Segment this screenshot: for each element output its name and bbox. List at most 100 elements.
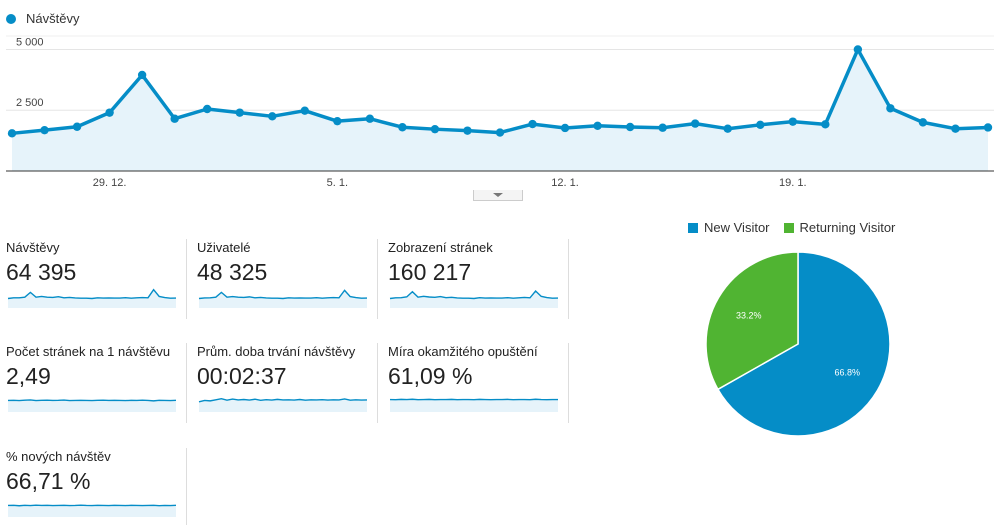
sparkline-line	[7, 288, 177, 300]
metric-label: Míra okamžitého opuštění	[388, 344, 538, 359]
sparkline-line	[7, 399, 177, 402]
metric-pocet-stranek[interactable]: Počet stránek na 1 návštěvu 2,49	[6, 344, 182, 413]
data-point[interactable]	[463, 126, 472, 135]
data-point[interactable]	[560, 123, 570, 133]
pie-slice-label: 66.8%	[835, 368, 861, 378]
metric-sparkline	[198, 397, 368, 412]
series-color-dot	[6, 13, 16, 24]
divider	[377, 343, 378, 423]
metric-value: 66,71 %	[6, 468, 91, 494]
data-point[interactable]	[398, 123, 407, 132]
data-point[interactable]	[821, 120, 830, 129]
metric-navstevy[interactable]: Návštěvy 64 395	[6, 240, 182, 309]
divider	[186, 343, 187, 423]
sparkline-line	[198, 289, 368, 300]
divider	[186, 448, 187, 525]
metric-nove-navstevy[interactable]: % nových návštěv 66,71 %	[6, 449, 182, 518]
data-point[interactable]	[137, 70, 147, 80]
data-point[interactable]	[495, 128, 505, 137]
divider	[568, 343, 569, 423]
sparkline-area	[390, 291, 558, 308]
chart-legend: Návštěvy	[6, 11, 79, 26]
metric-zobrazeni-stranek[interactable]: Zobrazení stránek 160 217	[388, 240, 564, 309]
sparkline-area	[390, 399, 558, 412]
data-point[interactable]	[105, 108, 114, 117]
data-point[interactable]	[268, 112, 277, 121]
data-point[interactable]	[853, 45, 863, 54]
metric-label: Návštěvy	[6, 240, 60, 255]
pie-legend-item-new[interactable]: New Visitor	[688, 220, 770, 235]
data-point[interactable]	[788, 117, 797, 126]
legend-label: Návštěvy	[26, 11, 80, 26]
x-tick-label: 29. 12.	[93, 177, 127, 189]
pie-legend-label: Returning Visitor	[799, 220, 896, 235]
metric-value: 160 217	[388, 259, 472, 285]
metric-label: Zobrazení stránek	[388, 240, 493, 255]
metric-sparkline	[7, 399, 177, 412]
divider	[568, 239, 569, 319]
sparkline-line	[7, 504, 177, 507]
data-point[interactable]	[756, 120, 765, 130]
data-point[interactable]	[951, 124, 960, 133]
data-point[interactable]	[658, 123, 667, 132]
pie-slice[interactable]	[705, 251, 799, 391]
data-point[interactable]	[333, 116, 342, 126]
metric-value: 61,09 %	[388, 363, 473, 389]
metric-value: 64 395	[6, 259, 77, 285]
chevron-down-icon	[493, 193, 503, 197]
data-point[interactable]	[300, 106, 309, 115]
metric-label: % nových návštěv	[6, 449, 111, 464]
pie-legend-label: New Visitor	[704, 220, 770, 235]
visits-line-chart[interactable]: 5 000 2 500 29. 12. 5. 1. 12. 1. 19. 1.	[0, 30, 994, 190]
metric-sparkline	[7, 504, 177, 517]
pie-legend: New Visitor Returning Visitor	[688, 220, 909, 235]
metric-sparkline	[198, 289, 368, 308]
chart-collapse-handle[interactable]	[473, 190, 523, 201]
data-point[interactable]	[918, 118, 928, 127]
sparkline-line	[389, 290, 559, 300]
data-point[interactable]	[72, 122, 82, 131]
pie-legend-item-returning[interactable]: Returning Visitor	[783, 220, 896, 235]
metric-sparkline	[389, 398, 558, 412]
metric-label: Prům. doba trvání návštěvy	[197, 344, 356, 359]
data-point[interactable]	[691, 119, 700, 128]
swatch-icon	[688, 222, 698, 233]
data-point[interactable]	[593, 121, 602, 130]
metric-label: Uživatelé	[197, 240, 251, 255]
metric-label: Počet stránek na 1 návštěvu	[6, 344, 171, 359]
data-point[interactable]	[430, 124, 440, 134]
x-tick-label: 12. 1.	[551, 177, 579, 189]
divider	[377, 239, 378, 319]
data-point[interactable]	[7, 129, 17, 138]
pie-slice[interactable]	[716, 251, 891, 437]
data-point[interactable]	[625, 122, 635, 132]
sparkline-area	[199, 398, 367, 412]
y-tick-label: 5 000	[16, 36, 44, 48]
metric-sparkline	[7, 288, 177, 308]
data-point[interactable]	[528, 119, 537, 129]
pie-slice-label: 33.2%	[736, 310, 762, 320]
sparkline-area	[8, 399, 176, 412]
swatch-icon	[783, 222, 794, 233]
data-point[interactable]	[365, 114, 375, 123]
visitor-type-pie-chart[interactable]: 66.8% 33.2%	[700, 246, 900, 446]
data-point[interactable]	[235, 108, 244, 117]
y-tick-label: 2 500	[16, 97, 44, 109]
data-point[interactable]	[723, 124, 732, 133]
metric-mira-opusteni[interactable]: Míra okamžitého opuštění 61,09 %	[388, 344, 564, 413]
data-point[interactable]	[886, 104, 895, 113]
data-point[interactable]	[203, 104, 212, 114]
series-area	[12, 49, 988, 172]
data-point[interactable]	[983, 123, 993, 132]
data-point[interactable]	[170, 114, 179, 123]
metric-value: 2,49	[6, 363, 51, 389]
x-tick-label: 19. 1.	[779, 177, 807, 189]
sparkline-line	[198, 397, 368, 403]
data-point[interactable]	[40, 125, 49, 135]
metric-uzivatele[interactable]: Uživatelé 48 325	[197, 240, 373, 309]
divider	[186, 239, 187, 319]
metric-doba-trvani[interactable]: Prům. doba trvání návštěvy 00:02:37	[197, 344, 373, 413]
metric-sparkline	[389, 290, 559, 308]
x-tick-label: 5. 1.	[327, 177, 348, 189]
metric-value: 00:02:37	[197, 363, 287, 389]
